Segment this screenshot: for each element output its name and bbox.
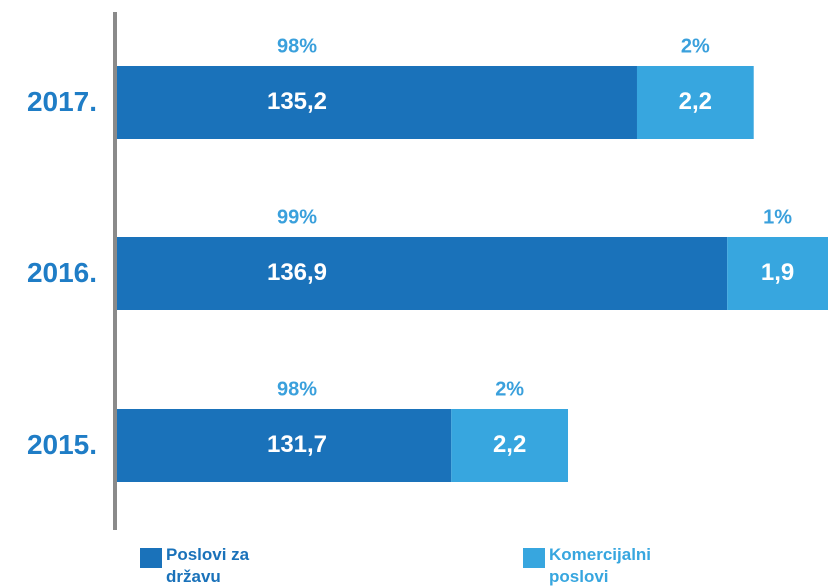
bar-segment [636, 66, 754, 139]
legend-swatch [140, 548, 162, 568]
bar-segment [117, 409, 452, 482]
legend-swatch [523, 548, 545, 568]
share-label: 2% [681, 35, 710, 57]
share-label: 99% [277, 206, 317, 228]
legend-item: Komercijalni poslovi [523, 544, 669, 587]
share-label: 1% [763, 206, 792, 228]
legend-label: Poslovi za državu [166, 545, 250, 586]
bar-segment [117, 66, 637, 139]
value-label: 2,2 [493, 431, 526, 458]
value-label: 135,2 [267, 88, 327, 115]
bar-segment [727, 237, 828, 310]
value-label: 136,9 [267, 259, 327, 286]
share-label: 98% [277, 378, 317, 400]
legend-item: Poslovi za državu [140, 544, 286, 587]
share-label: 98% [277, 35, 317, 57]
category-label: 2015. [27, 429, 97, 460]
category-label: 2017. [27, 86, 97, 117]
value-label: 2,2 [679, 88, 712, 115]
value-label: 131,7 [267, 431, 327, 458]
share-label: 2% [495, 378, 524, 400]
bar-segment [117, 237, 728, 310]
legend-label: Komercijalni poslovi [549, 545, 652, 586]
bar-segment [451, 409, 569, 482]
category-label: 2016. [27, 257, 97, 288]
value-label: 1,9 [761, 259, 794, 286]
